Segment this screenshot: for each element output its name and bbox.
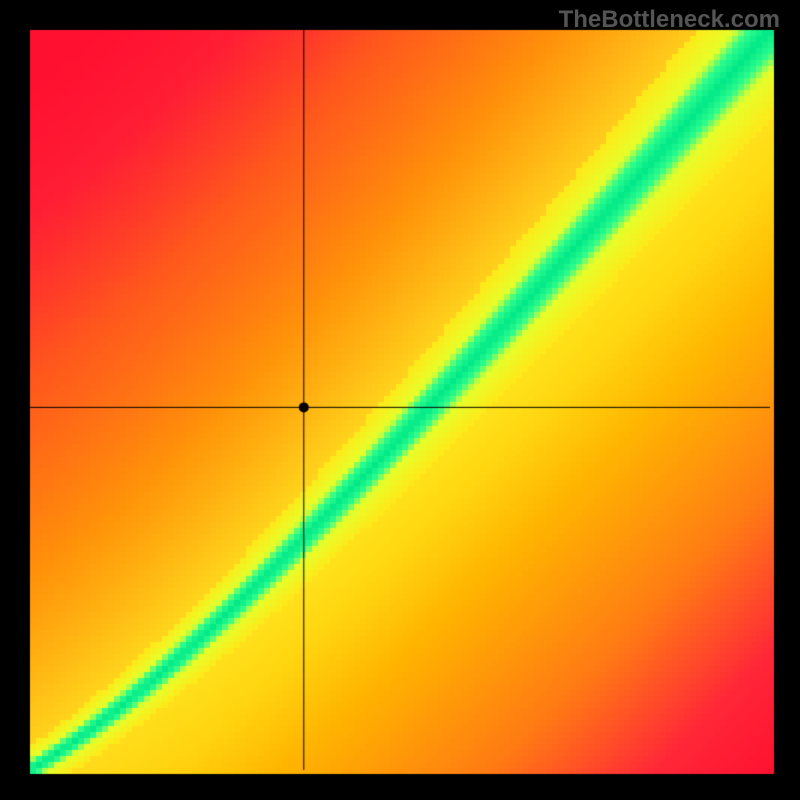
chart-container: TheBottleneck.com bbox=[0, 0, 800, 800]
watermark-text: TheBottleneck.com bbox=[559, 6, 780, 34]
heatmap-canvas bbox=[0, 0, 800, 800]
